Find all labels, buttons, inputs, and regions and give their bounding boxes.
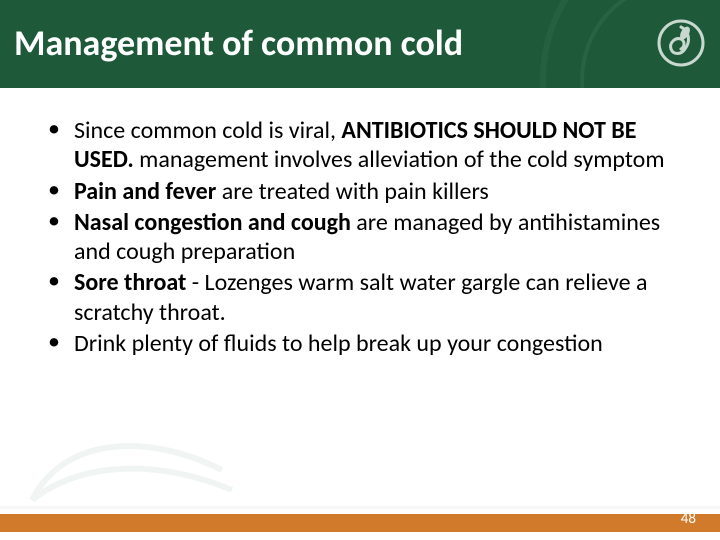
slide-header: Management of common cold xyxy=(0,0,720,88)
bullet-list: Since common cold is viral, ANTIBIOTICS … xyxy=(46,116,684,358)
list-item: Nasal congestion and cough are managed b… xyxy=(46,208,684,267)
list-item: Drink plenty of fluids to help break up … xyxy=(46,329,684,358)
list-item: Pain and fever are treated with pain kil… xyxy=(46,177,684,206)
bullet-text: Drink plenty of fluids to help break up … xyxy=(74,329,603,358)
bullet-text: management involves alleviation of the c… xyxy=(139,145,664,174)
bullet-text: Since common cold is viral, xyxy=(74,116,341,145)
slide: Management of common cold Since common c… xyxy=(0,0,720,540)
slide-body: Since common cold is viral, ANTIBIOTICS … xyxy=(0,88,720,358)
bullet-text-bold: Pain and fever xyxy=(74,177,222,206)
bullet-text-bold: Nasal congestion and cough xyxy=(74,208,356,237)
slide-title: Management of common cold xyxy=(14,25,463,63)
list-item: Since common cold is viral, ANTIBIOTICS … xyxy=(46,116,684,175)
list-item: Sore throat - Lozenges warm salt water g… xyxy=(46,268,684,327)
bullet-text: are treated with pain killers xyxy=(222,177,489,206)
bullet-text-bold: Sore throat xyxy=(74,268,192,297)
slide-footer: 48 xyxy=(0,506,720,540)
footer-divider xyxy=(0,506,720,514)
leaf-swirl-icon xyxy=(656,18,706,68)
footer-decoration xyxy=(22,420,242,510)
